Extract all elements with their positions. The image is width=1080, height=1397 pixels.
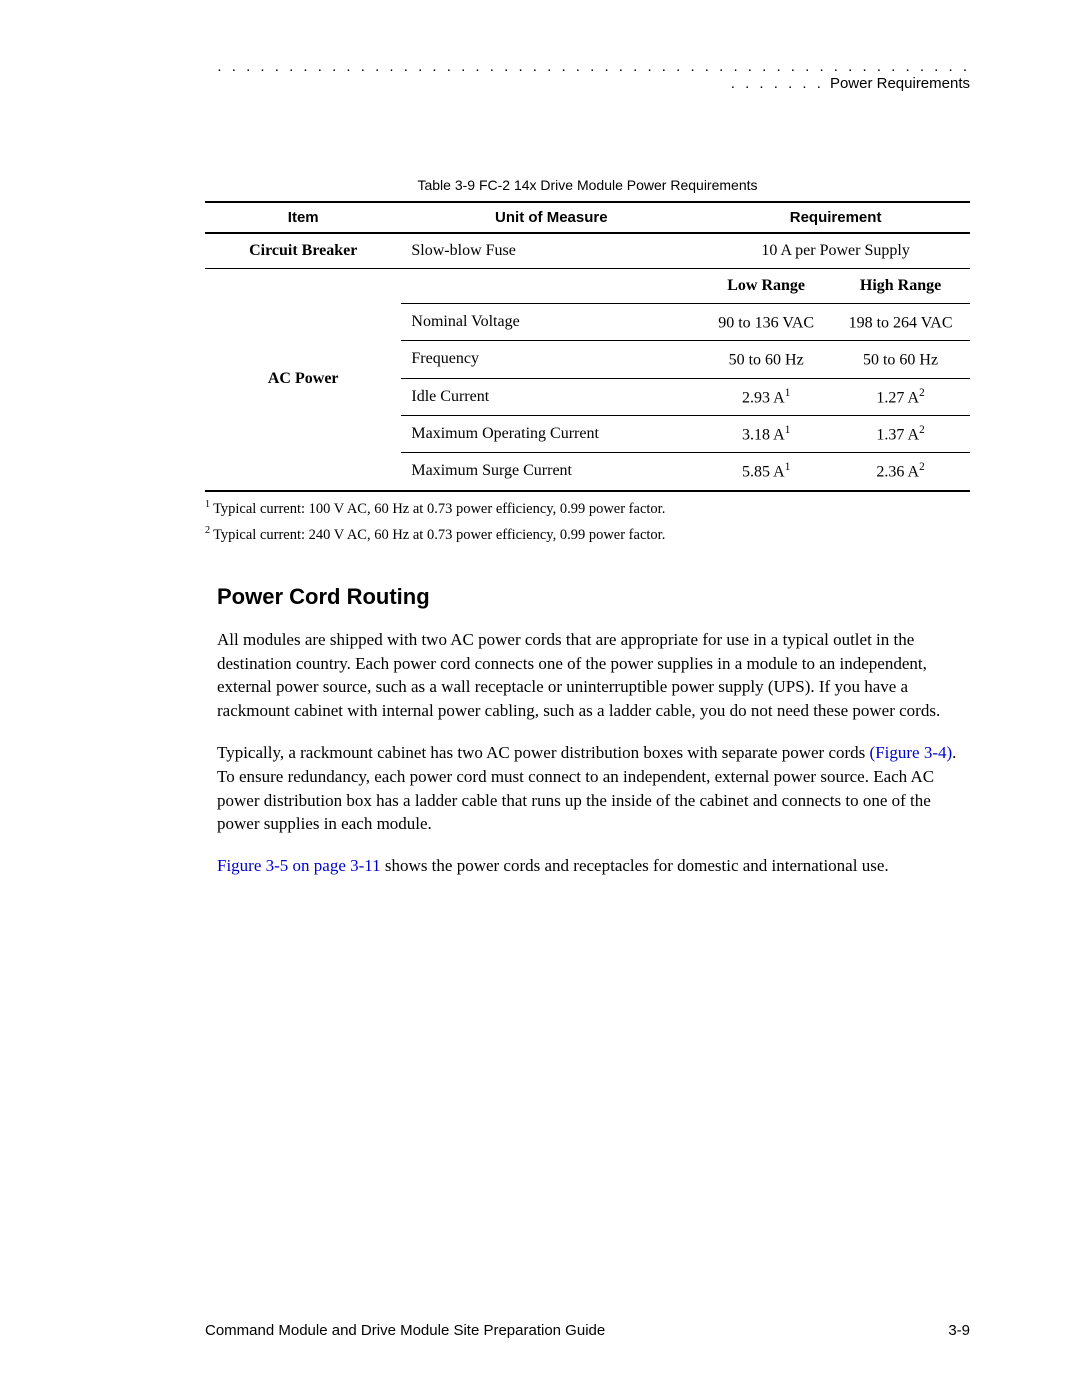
r3-unit: Maximum Operating Current <box>401 415 701 452</box>
figure-3-5-link[interactable]: Figure 3-5 on page 3-11 <box>217 856 381 875</box>
section-heading: Power Cord Routing <box>217 584 970 610</box>
page-footer: Command Module and Drive Module Site Pre… <box>205 1322 970 1339</box>
r0-high: 198 to 264 VAC <box>831 304 970 341</box>
footnote-2: 2Typical current: 240 V AC, 60 Hz at 0.7… <box>205 522 970 548</box>
low-range-head: Low Range <box>701 269 831 304</box>
header-title: Power Requirements <box>830 75 970 92</box>
r2-unit: Idle Current <box>401 378 701 415</box>
th-unit: Unit of Measure <box>401 202 701 233</box>
ac-power-label: AC Power <box>205 269 401 491</box>
table-footnotes: 1Typical current: 100 V AC, 60 Hz at 0.7… <box>205 496 970 548</box>
r1-high: 50 to 60 Hz <box>831 341 970 378</box>
th-req: Requirement <box>701 202 970 233</box>
table-caption: Table 3-9 FC-2 14x Drive Module Power Re… <box>205 177 970 193</box>
paragraph-3: Figure 3-5 on page 3-11 shows the power … <box>217 854 970 878</box>
footer-title: Command Module and Drive Module Site Pre… <box>205 1322 605 1339</box>
body-text: All modules are shipped with two AC powe… <box>205 628 970 878</box>
figure-3-4-link[interactable]: (Figure 3-4) <box>870 743 953 762</box>
range-empty <box>401 269 701 304</box>
paragraph-1: All modules are shipped with two AC powe… <box>217 628 970 723</box>
r3-high: 1.37 A2 <box>831 415 970 452</box>
th-item: Item <box>205 202 401 233</box>
row-breaker-label: Circuit Breaker <box>205 233 401 269</box>
r4-high: 2.36 A2 <box>831 453 970 491</box>
r2-low: 2.93 A1 <box>701 378 831 415</box>
r4-low: 5.85 A1 <box>701 453 831 491</box>
footnote-1: 1Typical current: 100 V AC, 60 Hz at 0.7… <box>205 496 970 522</box>
row-breaker-unit: Slow-blow Fuse <box>401 233 701 269</box>
power-requirements-table: Item Unit of Measure Requirement Circuit… <box>205 201 970 492</box>
r3-low: 3.18 A1 <box>701 415 831 452</box>
page-number: 3-9 <box>948 1322 970 1339</box>
high-range-head: High Range <box>831 269 970 304</box>
r0-unit: Nominal Voltage <box>401 304 701 341</box>
r2-high: 1.27 A2 <box>831 378 970 415</box>
r4-unit: Maximum Surge Current <box>401 453 701 491</box>
paragraph-2: Typically, a rackmount cabinet has two A… <box>217 741 970 836</box>
running-header: . . . . . . . . . . . . . . . . . . . . … <box>205 58 970 92</box>
row-breaker-req: 10 A per Power Supply <box>701 233 970 269</box>
r1-unit: Frequency <box>401 341 701 378</box>
r0-low: 90 to 136 VAC <box>701 304 831 341</box>
r1-low: 50 to 60 Hz <box>701 341 831 378</box>
